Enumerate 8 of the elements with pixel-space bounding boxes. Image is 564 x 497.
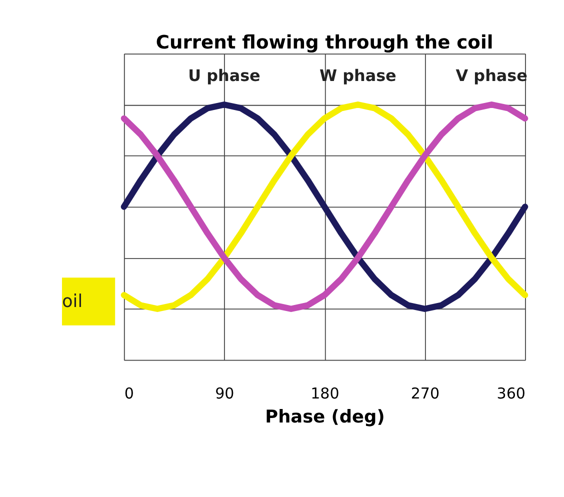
x-tick-label: 360	[496, 384, 526, 402]
x-tick-label: 180	[310, 384, 340, 402]
chart-title: Current flowing through the coil	[156, 32, 494, 54]
text: oil	[62, 292, 83, 312]
x-tick-label: 90	[215, 384, 234, 402]
x-tick-label: 270	[410, 384, 440, 402]
x-axis-title: Phase (deg)	[265, 407, 385, 428]
x-tick-label: 0	[124, 384, 134, 402]
